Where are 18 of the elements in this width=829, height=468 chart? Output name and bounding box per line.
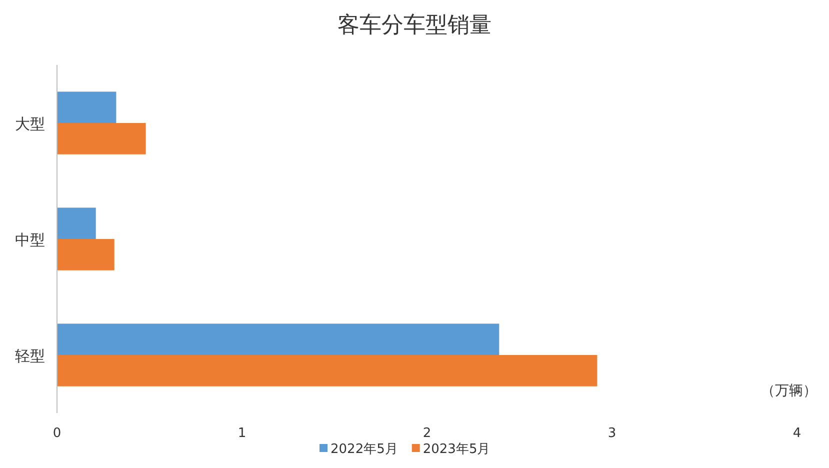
legend-label: 2023年5月 bbox=[422, 442, 490, 457]
y-tick-label: 大型 bbox=[15, 115, 45, 133]
bar bbox=[57, 355, 598, 386]
annotation: （万辆） bbox=[761, 383, 817, 399]
x-tick-label: 0 bbox=[52, 426, 62, 441]
bar bbox=[57, 92, 116, 123]
bar bbox=[57, 208, 96, 239]
bar bbox=[57, 123, 146, 154]
x-tick-label: 3 bbox=[608, 426, 616, 441]
legend-label: 2022年5月 bbox=[330, 442, 398, 457]
bar bbox=[57, 324, 500, 355]
x-tick-label: 4 bbox=[792, 426, 802, 441]
y-tick-label: 中型 bbox=[15, 231, 45, 249]
x-tick-label: 1 bbox=[238, 426, 246, 441]
bar bbox=[57, 239, 114, 270]
x-tick-label: 2 bbox=[422, 426, 432, 441]
y-tick-label: 轻型 bbox=[15, 347, 45, 365]
chart-title: 客车分车型销量 bbox=[338, 13, 492, 38]
